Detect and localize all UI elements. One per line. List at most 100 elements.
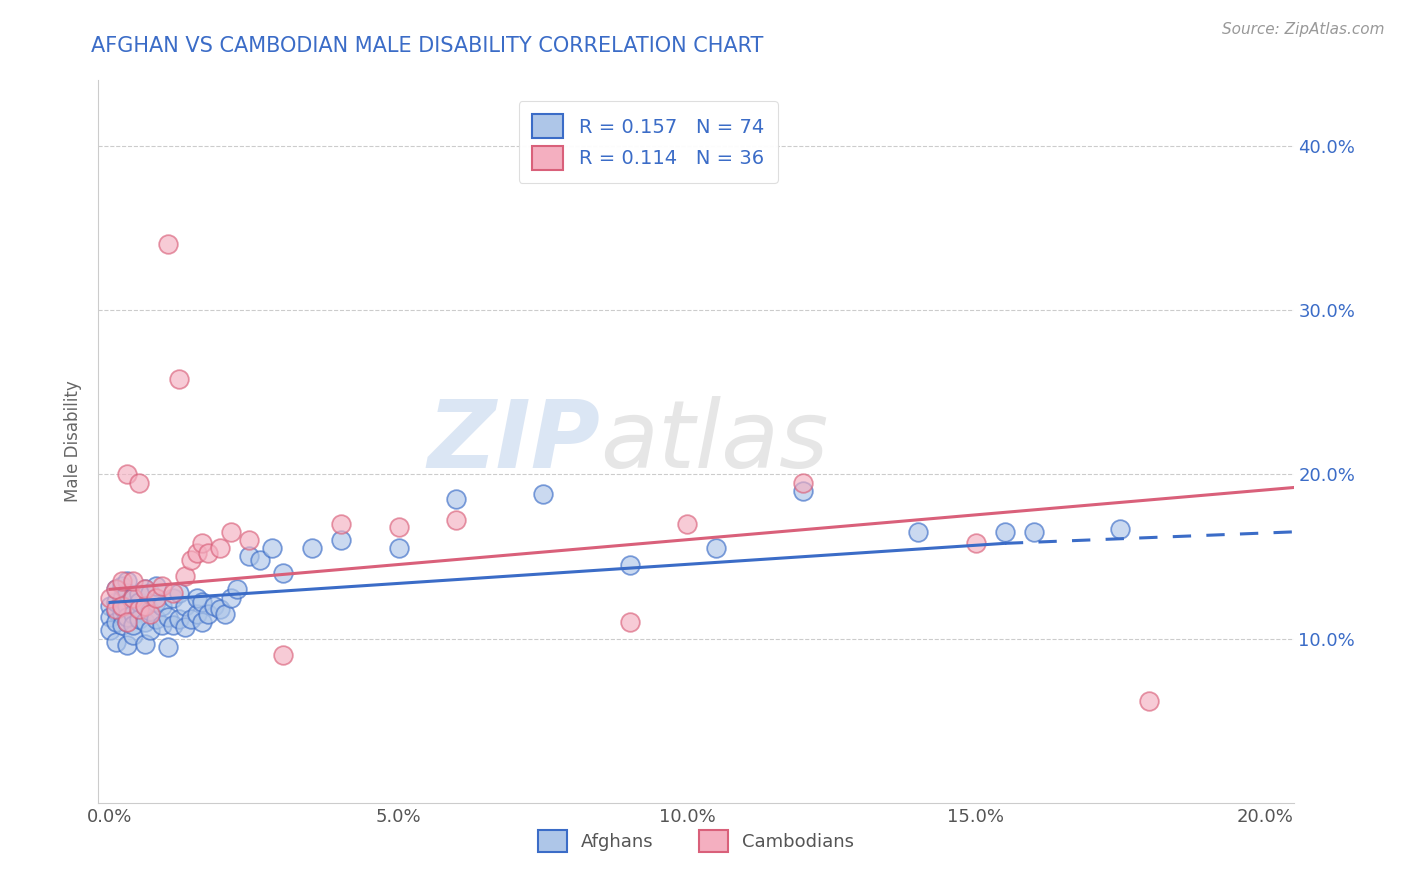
Point	[167, 612, 190, 626]
Point	[139, 585, 162, 599]
Point	[1109, 522, 1132, 536]
Point	[110, 579, 132, 593]
Point	[162, 591, 184, 605]
Point	[446, 513, 468, 527]
Point	[122, 618, 145, 632]
Point	[104, 582, 127, 597]
Point	[162, 618, 184, 632]
Point	[139, 607, 162, 621]
Text: ZIP: ZIP	[427, 395, 600, 488]
Point	[139, 624, 162, 638]
Point	[249, 553, 271, 567]
Point	[110, 607, 132, 621]
Point	[446, 491, 468, 506]
Point	[98, 610, 121, 624]
Point	[104, 595, 127, 609]
Point	[792, 475, 814, 490]
Point	[104, 582, 127, 597]
Point	[98, 624, 121, 638]
Point	[122, 591, 145, 605]
Point	[128, 587, 150, 601]
Point	[676, 516, 699, 531]
Point	[219, 524, 242, 539]
Point	[271, 648, 294, 662]
Point	[134, 615, 156, 630]
Point	[907, 524, 929, 539]
Y-axis label: Male Disability: Male Disability	[65, 381, 83, 502]
Point	[134, 599, 156, 613]
Point	[145, 612, 167, 626]
Point	[271, 566, 294, 580]
Point	[619, 615, 641, 630]
Point	[150, 579, 173, 593]
Point	[174, 569, 197, 583]
Point	[117, 574, 139, 588]
Point	[104, 602, 127, 616]
Point	[531, 487, 554, 501]
Point	[134, 582, 156, 597]
Point	[128, 602, 150, 616]
Point	[134, 599, 156, 613]
Point	[197, 607, 219, 621]
Point	[329, 533, 352, 547]
Point	[191, 536, 214, 550]
Point	[117, 610, 139, 624]
Point	[162, 585, 184, 599]
Point	[98, 591, 121, 605]
Legend: Afghans, Cambodians: Afghans, Cambodians	[530, 822, 862, 859]
Point	[110, 600, 132, 615]
Point	[619, 558, 641, 572]
Point	[117, 615, 139, 630]
Point	[110, 599, 132, 613]
Point	[238, 533, 260, 547]
Point	[122, 574, 145, 588]
Point	[388, 520, 411, 534]
Point	[226, 582, 249, 597]
Point	[301, 541, 323, 556]
Point	[214, 607, 236, 621]
Point	[110, 574, 132, 588]
Point	[128, 475, 150, 490]
Point	[145, 595, 167, 609]
Point	[145, 579, 167, 593]
Point	[219, 591, 242, 605]
Point	[994, 524, 1017, 539]
Point	[260, 541, 283, 556]
Point	[186, 607, 208, 621]
Point	[117, 638, 139, 652]
Point	[202, 599, 225, 613]
Point	[186, 546, 208, 560]
Point	[117, 615, 139, 630]
Point	[191, 595, 214, 609]
Point	[128, 612, 150, 626]
Point	[329, 516, 352, 531]
Point	[156, 610, 179, 624]
Text: AFGHAN VS CAMBODIAN MALE DISABILITY CORRELATION CHART: AFGHAN VS CAMBODIAN MALE DISABILITY CORR…	[91, 36, 763, 55]
Point	[117, 467, 139, 482]
Point	[104, 615, 127, 630]
Point	[1137, 694, 1160, 708]
Point	[156, 640, 179, 654]
Point	[965, 536, 987, 550]
Point	[128, 602, 150, 616]
Point	[180, 553, 202, 567]
Point	[104, 604, 127, 618]
Point	[174, 599, 197, 613]
Point	[98, 599, 121, 613]
Point	[150, 599, 173, 613]
Point	[174, 620, 197, 634]
Point	[191, 615, 214, 630]
Point	[186, 591, 208, 605]
Point	[388, 541, 411, 556]
Point	[110, 592, 132, 607]
Point	[145, 591, 167, 605]
Point	[122, 628, 145, 642]
Point	[134, 582, 156, 597]
Point	[139, 604, 162, 618]
Point	[122, 591, 145, 605]
Point	[238, 549, 260, 564]
Point	[1022, 524, 1045, 539]
Text: Source: ZipAtlas.com: Source: ZipAtlas.com	[1222, 22, 1385, 37]
Point	[167, 585, 190, 599]
Point	[128, 595, 150, 609]
